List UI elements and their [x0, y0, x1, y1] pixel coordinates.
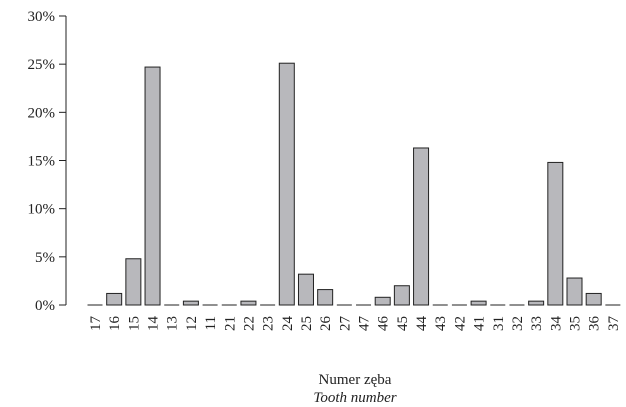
y-tick-label: 25%	[28, 57, 56, 73]
bar	[528, 300, 545, 306]
x-tick-label: 46	[376, 316, 392, 332]
bar	[125, 258, 142, 306]
y-tick-label: 30%	[28, 9, 56, 25]
x-tick-label: 37	[606, 316, 622, 332]
x-tick-label: 13	[165, 316, 181, 331]
x-tick-label: 45	[395, 316, 411, 331]
bar	[470, 300, 487, 306]
y-tick-label: 5%	[35, 250, 55, 266]
x-tick-label: 14	[146, 316, 162, 332]
x-tick-label: 11	[203, 316, 219, 330]
x-tick-label: 35	[568, 316, 584, 331]
bar	[278, 62, 295, 306]
bar	[566, 277, 583, 306]
bar	[317, 289, 334, 306]
x-tick-label: 44	[414, 316, 430, 332]
x-tick-label: 47	[357, 316, 373, 332]
y-tick-label: 0%	[35, 298, 55, 314]
x-tick-label: 12	[184, 316, 200, 331]
bar	[547, 161, 564, 306]
bars	[87, 62, 621, 306]
bar	[182, 300, 199, 306]
bar	[413, 147, 430, 306]
x-tick-label: 17	[88, 316, 104, 332]
x-tick-label: 34	[548, 316, 564, 332]
y-axis: 0% 5% 10% 15% 20% 25% 30%	[28, 9, 67, 314]
x-tick-label: 42	[452, 316, 468, 331]
x-tick-label: 41	[472, 316, 488, 331]
y-tick-label: 20%	[28, 105, 56, 121]
x-tick-label: 31	[491, 316, 507, 331]
x-axis-label-english: Tooth number	[313, 390, 397, 406]
x-tick-label: 33	[529, 316, 545, 331]
x-tick-label: 43	[433, 316, 449, 331]
x-tick-label: 36	[587, 316, 603, 332]
x-tick-label: 15	[126, 316, 142, 331]
x-tick-label: 21	[222, 316, 238, 331]
bar	[240, 300, 257, 306]
bar	[393, 285, 410, 306]
bar	[144, 66, 161, 306]
x-tick-label: 27	[337, 316, 353, 332]
x-tick-label: 26	[318, 316, 334, 332]
y-tick-label: 15%	[28, 154, 56, 170]
x-axis-ticks: 17 16 15 14 13 12 11 21 22 23 24 25 26 27 47 46 45 44 43 42…	[88, 316, 622, 332]
x-tick-label: 24	[280, 316, 296, 332]
x-axis-label: Numer zęba	[318, 372, 392, 388]
x-tick-label: 22	[241, 316, 257, 331]
y-tick-label: 10%	[28, 202, 56, 218]
x-tick-label: 23	[261, 316, 277, 331]
bar	[297, 273, 314, 306]
x-tick-label: 25	[299, 316, 315, 331]
bar	[106, 292, 123, 306]
x-tick-label: 32	[510, 316, 526, 331]
bar	[585, 292, 602, 306]
x-tick-label: 16	[107, 316, 123, 332]
bar	[374, 296, 391, 306]
